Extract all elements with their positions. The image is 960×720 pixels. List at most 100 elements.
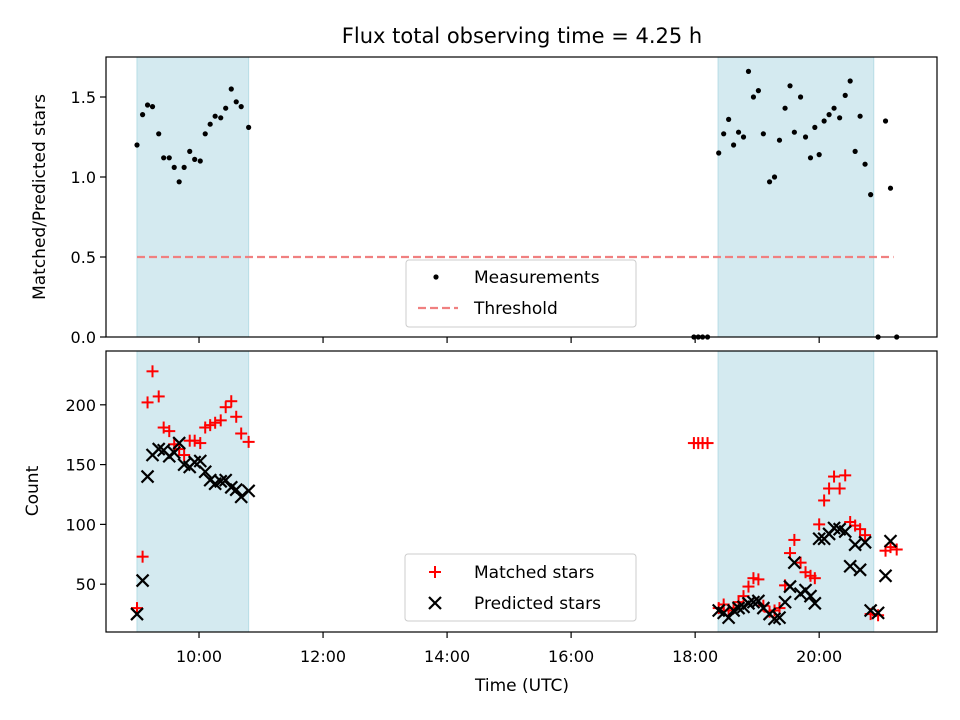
predicted-stars-point bbox=[167, 445, 181, 460]
measurements-point bbox=[149, 104, 156, 110]
y-tick-label: 0.0 bbox=[71, 328, 96, 347]
top-legend: Measurements Threshold bbox=[405, 259, 637, 328]
measurements-point bbox=[771, 174, 778, 180]
measurement-points bbox=[134, 68, 900, 340]
matched-stars-point bbox=[752, 573, 765, 586]
matched-stars-point bbox=[152, 390, 165, 403]
top-observing-windows bbox=[136, 56, 875, 338]
measurements-point bbox=[144, 102, 151, 108]
measurements-point bbox=[782, 105, 788, 111]
predicted-stars-point bbox=[853, 563, 867, 577]
legend-predicted-label: Predicted stars bbox=[474, 594, 601, 614]
legend-matched-label: Matched stars bbox=[474, 563, 594, 583]
measurements-point bbox=[862, 161, 868, 167]
predicted-stars-point bbox=[198, 464, 213, 479]
matched-stars-point bbox=[742, 580, 755, 593]
y-tick-label: 1.5 bbox=[71, 88, 96, 107]
bottom-y-axis-ticks: 50 100 150 200 bbox=[65, 396, 106, 594]
x-tick-label: 14:00 bbox=[424, 647, 470, 666]
predicted-stars-point bbox=[883, 534, 898, 548]
measurements-point bbox=[139, 112, 146, 118]
measurements-point bbox=[857, 113, 863, 119]
measurements-point bbox=[755, 88, 761, 94]
y-tick-label: 100 bbox=[65, 515, 96, 534]
matched-stars-point bbox=[230, 410, 243, 423]
predicted-stars-point bbox=[783, 579, 797, 594]
measurements-point bbox=[207, 121, 213, 127]
measurements-point bbox=[760, 131, 766, 137]
predicted-stars-point bbox=[130, 607, 144, 621]
predicted-stars-point bbox=[803, 589, 818, 603]
measurements-point bbox=[816, 152, 822, 158]
x-tick-label: 12:00 bbox=[300, 647, 346, 666]
matched-stars-point bbox=[242, 435, 255, 448]
predicted-stars-point bbox=[135, 573, 150, 588]
top-observing-window-1 bbox=[136, 56, 250, 338]
measurements-point bbox=[882, 118, 889, 124]
measurements-point bbox=[726, 116, 732, 122]
predicted-stars-point bbox=[746, 595, 761, 609]
measurements-point bbox=[745, 68, 752, 74]
matched-stars-point bbox=[225, 395, 238, 408]
bottom-observing-windows bbox=[136, 350, 875, 633]
measurements-point bbox=[837, 115, 843, 121]
bot-observing-window-2 bbox=[717, 350, 875, 633]
predicted-stars-point bbox=[871, 606, 885, 620]
matched-stars-point bbox=[794, 556, 807, 569]
measurements-point bbox=[171, 164, 177, 170]
bottom-x-axis-ticks: 10:00 12:00 14:00 16:00 18:00 20:00 bbox=[176, 632, 842, 666]
x-tick-label: 16:00 bbox=[548, 647, 594, 666]
matched-stars-point bbox=[808, 572, 821, 585]
measurements-point bbox=[812, 124, 818, 130]
measurements-point bbox=[246, 124, 252, 130]
measurements-point bbox=[868, 192, 874, 198]
matched-stars-point bbox=[890, 543, 903, 556]
x-axis-label: Time (UTC) bbox=[474, 676, 569, 696]
matched-stars-point bbox=[818, 494, 831, 507]
matched-stars-point bbox=[178, 449, 191, 462]
predicted-stars-point bbox=[151, 442, 166, 456]
bottom-panel-counts: 50 100 150 200 10:00 12:00 14:00 16:00 18:00 20:… bbox=[23, 350, 938, 696]
predicted-stars-point bbox=[767, 612, 782, 626]
measurements-point bbox=[238, 104, 244, 110]
measurements-point bbox=[740, 134, 747, 140]
legend-measurements-marker bbox=[433, 274, 439, 280]
top-panel-ratio: 0.0 0.5 1.0 1.5 Matched/Predicted stars Mea… bbox=[30, 56, 938, 347]
predicted-stars-point bbox=[778, 595, 792, 609]
measurements-point bbox=[156, 131, 162, 137]
measurements-point bbox=[750, 94, 757, 100]
bottom-plot-frame bbox=[105, 350, 938, 633]
measurements-point bbox=[807, 155, 814, 161]
measurements-point bbox=[197, 158, 203, 164]
measurements-point bbox=[797, 94, 804, 100]
predicted-stars-point bbox=[863, 603, 878, 618]
matched-stars-point bbox=[859, 529, 872, 542]
predicted-stars-point bbox=[843, 559, 857, 574]
predicted-stars-point bbox=[878, 569, 893, 583]
matched-stars-point bbox=[701, 437, 714, 450]
predicted-stars-point bbox=[218, 473, 233, 487]
chart-title: Flux total observing time = 4.25 h bbox=[342, 24, 702, 48]
top-x-axis-ticks bbox=[198, 337, 820, 343]
predicted-stars-point bbox=[193, 454, 208, 468]
measurements-point bbox=[134, 142, 140, 148]
top-legend-box bbox=[405, 259, 637, 328]
measurements-point bbox=[721, 131, 727, 137]
measurements-point bbox=[802, 134, 809, 140]
measurements-point bbox=[847, 78, 853, 84]
predicted-stars-point bbox=[172, 436, 186, 450]
matched-stars-point bbox=[219, 401, 232, 414]
predicted-stars-point bbox=[858, 535, 872, 550]
matched-stars-point bbox=[131, 602, 144, 615]
predicted-stars-point bbox=[731, 601, 746, 615]
y-tick-label: 0.5 bbox=[71, 248, 96, 267]
matched-stars-point bbox=[146, 365, 159, 378]
matched-stars-point bbox=[141, 396, 154, 409]
measurements-point bbox=[766, 179, 773, 185]
bottom-legend: Matched stars Predicted stars bbox=[404, 553, 637, 622]
count-points bbox=[130, 365, 903, 626]
predicted-stars-point bbox=[808, 596, 822, 611]
bot-observing-window-1 bbox=[136, 350, 250, 633]
matched-stars-point bbox=[813, 518, 826, 531]
measurements-point bbox=[212, 113, 218, 119]
